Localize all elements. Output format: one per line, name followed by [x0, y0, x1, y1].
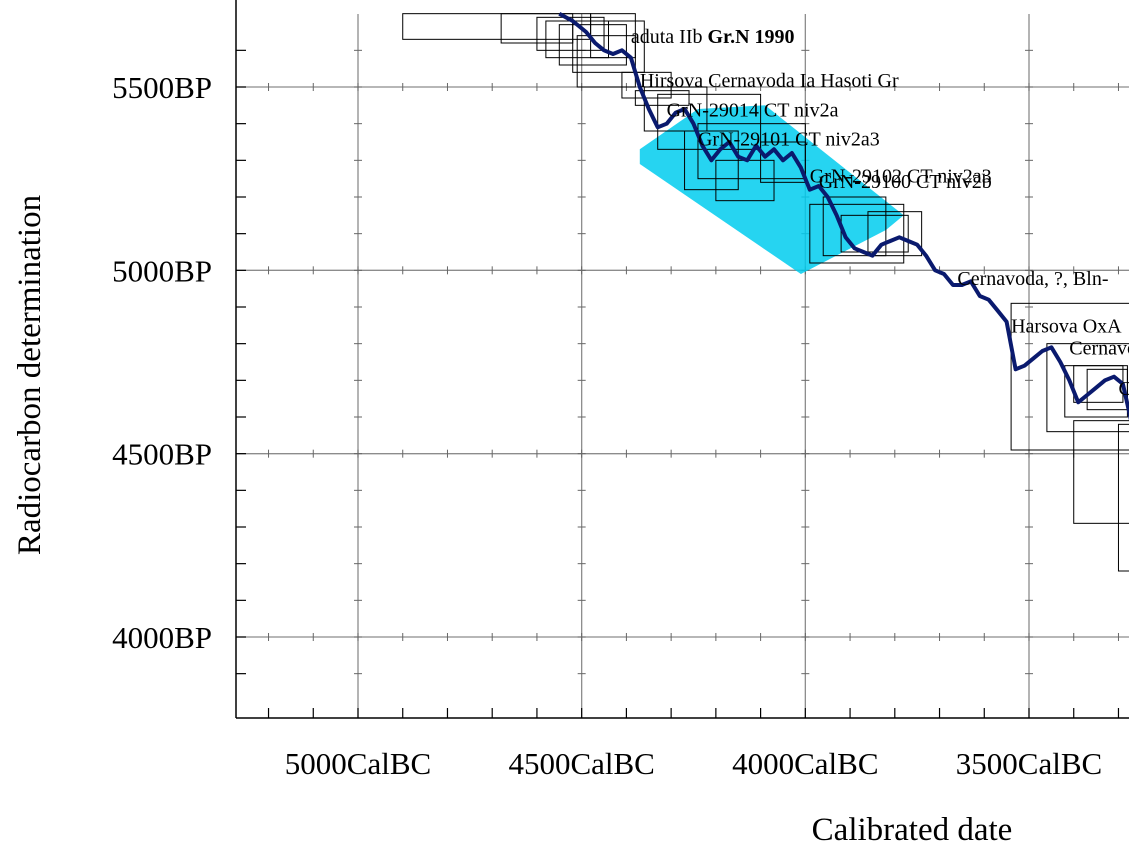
- y-tick-label: 5500BP: [112, 70, 212, 105]
- sample-label: GrN-29101 CT niv2a3: [698, 129, 880, 151]
- x-tick-label: 4500CalBC: [508, 746, 654, 781]
- sample-label: GrN-29102 CT niv2a3: [810, 165, 992, 187]
- sample-annotations: aduta IIb Gr.N 1990 Hirsova Cernavoda Ia …: [631, 26, 1129, 400]
- sample-box: [1010, 302, 1129, 451]
- sample-box: [643, 86, 708, 132]
- sample-box: [822, 196, 887, 257]
- y-tick-label: 4000BP: [112, 620, 212, 655]
- x-tick-labels: 5000CalBC 4500CalBC 4000CalBC 3500CalBC: [285, 746, 1102, 781]
- sample-box: [809, 203, 905, 264]
- sample-box: [657, 93, 762, 150]
- sample-label: Cernavoda,: [1069, 338, 1129, 360]
- x-tick-label: 3500CalBC: [956, 746, 1102, 781]
- sample-box: [760, 141, 806, 183]
- calibration-curve: [558, 11, 1129, 421]
- y-tick-labels: 5500BP 5000BP 4500BP 4000BP: [112, 70, 212, 655]
- sample-box: [572, 20, 645, 73]
- sample-label: GrN-29014 CT niv2a: [667, 99, 839, 121]
- sample-label: Cerna: [1118, 378, 1129, 400]
- sample-label: aduta IIb Gr.N 1990: [631, 26, 795, 48]
- sample-box: [1073, 420, 1129, 524]
- sample-label: Cernavoda, ?, Bln-: [957, 268, 1108, 290]
- sample-box: [1086, 368, 1128, 411]
- y-axis-title: Radiocarbon determination: [12, 195, 48, 555]
- y-tick-label: 4500BP: [112, 437, 212, 472]
- x-tick-label: 4000CalBC: [732, 746, 878, 781]
- sample-box: [621, 71, 672, 99]
- sample-boxes: [402, 13, 1129, 572]
- sample-box: [1046, 343, 1129, 433]
- sample-label: Hirsova Cernavoda Ia Hasoti Gr: [640, 70, 899, 92]
- x-tick-label: 5000CalBC: [285, 746, 431, 781]
- x-axis-title: Calibrated date: [812, 812, 1013, 845]
- sample-box: [536, 16, 605, 51]
- y-tick-label: 5000BP: [112, 253, 212, 288]
- sample-box: [1117, 423, 1129, 572]
- sample-box: [634, 90, 690, 106]
- sample-box: [867, 211, 923, 257]
- sample-box: [576, 35, 636, 88]
- minor-ticks: [236, 49, 1120, 718]
- sample-label: Harsova OxA: [1011, 316, 1122, 338]
- sample-box: [558, 24, 627, 66]
- sample-label: GrN-29100 CT niv2b: [819, 171, 992, 193]
